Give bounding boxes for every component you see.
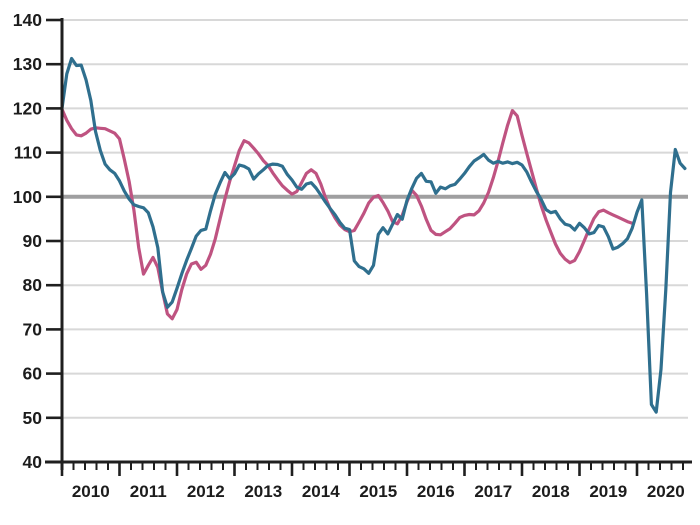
x-year-label: 2011 (130, 482, 167, 501)
x-year-label: 2015 (359, 482, 397, 501)
x-year-label: 2017 (474, 482, 512, 501)
x-year-label: 2020 (647, 482, 685, 501)
y-tick-label: 40 (23, 452, 43, 472)
blue-series-line (60, 56, 687, 414)
y-tick-label: 70 (23, 319, 43, 339)
y-tick-label: 130 (13, 54, 42, 74)
x-year-label: 2016 (417, 482, 455, 501)
y-tick-label: 120 (13, 98, 42, 118)
x-year-label: 2018 (532, 482, 570, 501)
x-year-label: 2014 (302, 482, 340, 501)
y-tick-label: 110 (14, 143, 42, 163)
y-tick-label: 100 (13, 187, 42, 207)
y-tick-label: 60 (23, 364, 43, 384)
x-year-label: 2012 (187, 482, 225, 501)
x-year-label: 2019 (589, 482, 627, 501)
y-tick-label: 50 (23, 408, 43, 428)
y-tick-label: 80 (23, 275, 43, 295)
y-tick-label: 90 (23, 231, 43, 251)
y-tick-label: 140 (13, 10, 42, 30)
x-year-label: 2010 (72, 482, 110, 501)
x-year-label: 2013 (244, 482, 282, 501)
